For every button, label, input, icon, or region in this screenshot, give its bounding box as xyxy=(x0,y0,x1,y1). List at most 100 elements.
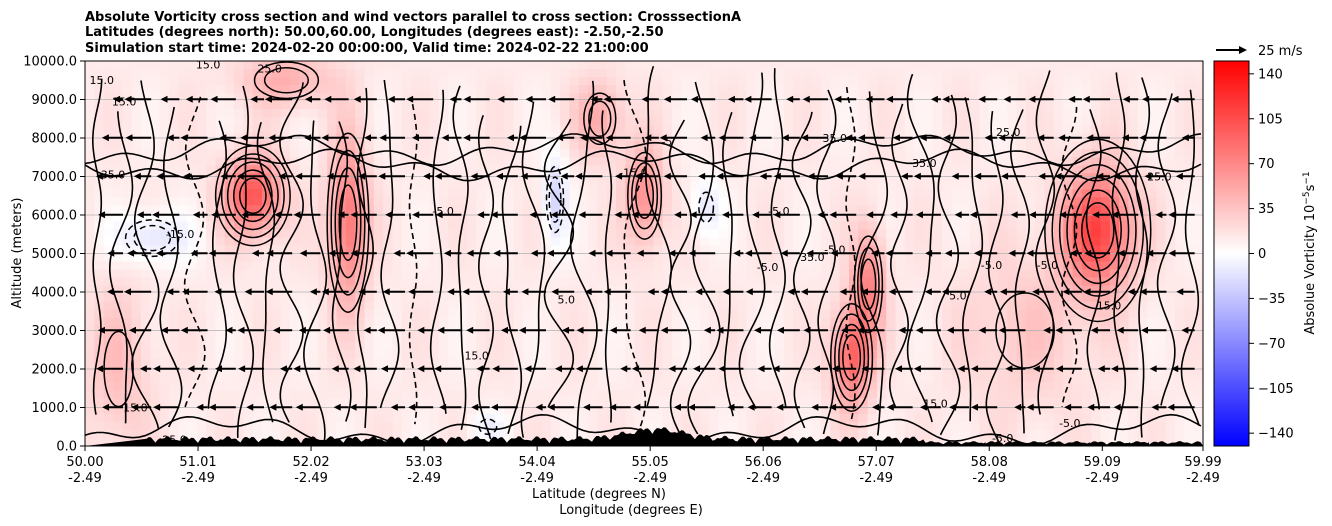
vorticity-cell xyxy=(709,229,720,239)
vorticity-cell xyxy=(262,429,272,439)
vorticity-cell xyxy=(774,389,785,399)
vorticity-cell xyxy=(494,189,505,198)
vorticity-cell xyxy=(765,173,776,182)
vorticity-cell xyxy=(289,245,300,255)
vorticity-cell xyxy=(569,253,580,263)
vorticity-cell xyxy=(271,77,282,86)
vorticity-cell xyxy=(737,253,748,263)
vorticity-cell xyxy=(85,117,95,126)
vorticity-cell xyxy=(699,301,710,311)
vorticity-cell xyxy=(644,189,654,198)
vorticity-cell xyxy=(578,317,589,327)
vorticity-cell xyxy=(383,261,394,271)
vorticity-cell xyxy=(327,381,338,391)
vorticity-cell xyxy=(988,197,999,206)
vorticity-cell xyxy=(224,197,235,206)
vorticity-cell xyxy=(802,293,813,303)
vorticity-cell xyxy=(942,429,953,439)
vorticity-cell xyxy=(699,421,710,431)
vorticity-cell xyxy=(466,117,477,126)
vorticity-cell xyxy=(401,309,412,319)
vorticity-cell xyxy=(606,205,617,214)
vorticity-cell xyxy=(904,117,915,126)
vorticity-cell xyxy=(783,269,794,279)
vorticity-cell xyxy=(839,261,850,271)
vorticity-cell xyxy=(466,285,477,295)
vorticity-cell xyxy=(1035,285,1046,295)
vorticity-cell xyxy=(206,349,217,359)
vorticity-cell xyxy=(336,197,347,206)
vorticity-cell xyxy=(727,61,738,70)
vorticity-cell xyxy=(737,317,748,327)
vorticity-cell xyxy=(886,221,897,231)
vorticity-cell xyxy=(234,109,244,118)
vorticity-cell xyxy=(886,229,897,239)
vorticity-cell xyxy=(122,197,133,206)
vorticity-cell xyxy=(1025,205,1036,214)
vorticity-cell xyxy=(271,421,282,431)
vorticity-cell xyxy=(727,301,738,311)
vorticity-cell xyxy=(830,85,841,94)
vorticity-cell xyxy=(94,205,105,214)
vorticity-cell xyxy=(932,197,943,206)
vorticity-cell xyxy=(364,245,375,255)
vorticity-cell xyxy=(671,317,682,327)
vorticity-cell xyxy=(85,125,95,134)
vorticity-cell xyxy=(821,317,831,327)
vorticity-cell xyxy=(560,197,571,206)
vorticity-cell xyxy=(560,357,571,367)
vorticity-cell xyxy=(355,405,366,415)
vorticity-cell xyxy=(923,221,934,231)
vorticity-cell xyxy=(550,85,561,94)
vorticity-cell xyxy=(466,341,477,351)
vorticity-cell xyxy=(420,333,431,343)
vorticity-cell xyxy=(439,421,449,431)
vorticity-cell xyxy=(1035,341,1046,351)
vorticity-cell xyxy=(867,173,878,182)
vorticity-cell xyxy=(224,285,235,295)
vorticity-cell xyxy=(215,109,226,118)
vorticity-cell xyxy=(690,85,701,94)
vorticity-cell xyxy=(159,69,170,78)
vorticity-cell xyxy=(289,133,300,142)
vorticity-cell xyxy=(625,261,636,271)
vorticity-cell xyxy=(457,413,468,423)
vorticity-cell xyxy=(998,293,1008,303)
vorticity-cell xyxy=(746,413,757,423)
vorticity-cell xyxy=(979,341,990,351)
vorticity-cell xyxy=(392,85,403,94)
vorticity-cell xyxy=(550,61,561,70)
vorticity-cell xyxy=(783,173,794,182)
vorticity-cell xyxy=(94,133,105,142)
vorticity-cell xyxy=(522,237,533,247)
vorticity-cell xyxy=(876,245,887,255)
vorticity-cell xyxy=(998,397,1008,407)
vorticity-cell xyxy=(1044,117,1055,126)
vorticity-cell xyxy=(1007,61,1018,70)
vorticity-cell xyxy=(671,269,682,279)
vorticity-cell xyxy=(373,133,384,142)
vorticity-cell xyxy=(709,117,720,126)
vorticity-cell xyxy=(224,85,235,94)
vorticity-cell xyxy=(345,117,356,126)
vorticity-cell xyxy=(960,197,971,206)
vorticity-cell xyxy=(616,269,626,279)
vorticity-cell xyxy=(727,333,738,343)
vorticity-cell xyxy=(811,389,822,399)
vorticity-cell xyxy=(923,381,934,391)
vorticity-cell xyxy=(895,101,906,110)
vorticity-cell xyxy=(811,157,822,166)
vorticity-cell xyxy=(1025,245,1036,255)
vorticity-cell xyxy=(755,293,766,303)
vorticity-cell xyxy=(616,109,626,118)
vorticity-cell xyxy=(793,221,803,231)
vorticity-cell xyxy=(578,397,589,407)
vorticity-cell xyxy=(262,165,272,174)
vorticity-cell xyxy=(932,277,943,287)
vorticity-cell xyxy=(858,349,869,359)
vorticity-cell xyxy=(653,109,664,118)
vorticity-cell xyxy=(904,213,915,223)
vorticity-cell xyxy=(476,397,487,407)
vorticity-cell xyxy=(932,285,943,295)
vorticity-cell xyxy=(206,189,217,198)
